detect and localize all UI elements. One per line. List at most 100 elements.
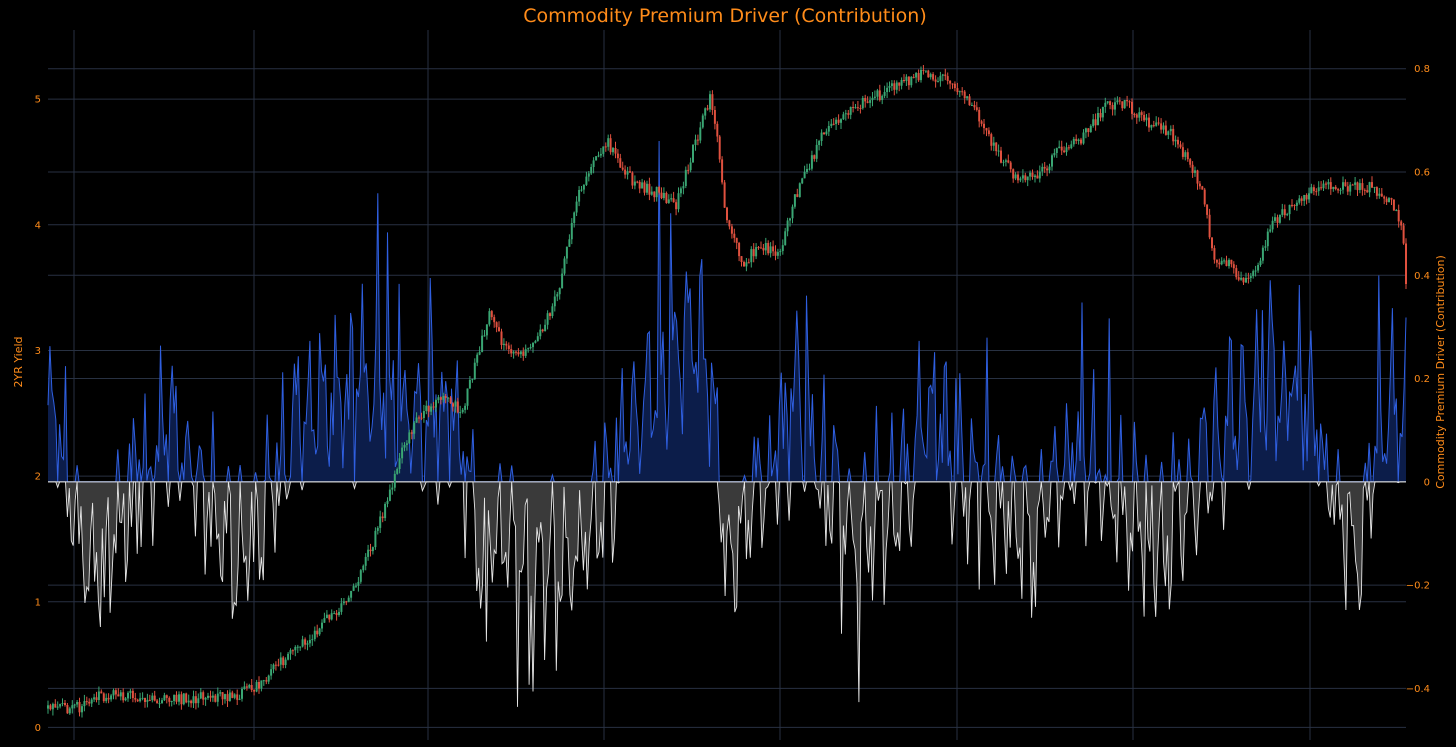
candle-body <box>1021 175 1024 179</box>
candle-body <box>316 630 319 635</box>
candle-body <box>148 699 151 701</box>
candle-body <box>810 155 813 169</box>
candle-body <box>294 647 297 651</box>
candle-body <box>454 401 457 407</box>
candle-body <box>250 685 253 690</box>
candle-body <box>173 694 176 701</box>
candle-body <box>190 700 193 704</box>
candle-body <box>498 327 500 332</box>
candle-body <box>267 675 270 682</box>
candle-body <box>97 691 100 700</box>
candle-body <box>774 251 777 256</box>
candle-body <box>376 527 379 531</box>
candle-body <box>291 650 294 652</box>
candle-body <box>495 322 498 328</box>
candle-body <box>1264 246 1267 248</box>
candle-body <box>88 701 91 704</box>
candle-body <box>1298 198 1301 203</box>
candle-body <box>1400 221 1403 226</box>
candle-body <box>85 701 88 703</box>
candle-body <box>1356 182 1359 191</box>
candle-body <box>612 148 614 153</box>
candle-body <box>1167 131 1170 135</box>
candle-body <box>393 473 396 488</box>
candle-body <box>709 94 711 110</box>
candle-body <box>219 692 222 694</box>
candle-body <box>512 351 515 354</box>
candle-body <box>975 107 978 110</box>
candle-body <box>558 288 561 295</box>
candle-body <box>168 697 171 702</box>
candle-body <box>808 168 811 170</box>
candle-body <box>561 273 564 289</box>
candle-body <box>260 680 263 689</box>
candle-body <box>102 693 105 702</box>
candle-body <box>296 646 299 648</box>
candle-body <box>1220 260 1223 265</box>
candle-body <box>507 345 510 350</box>
candle-body <box>1385 198 1388 203</box>
candle-body <box>105 697 108 702</box>
candle-body <box>922 70 925 71</box>
candle-body <box>107 697 110 700</box>
candle-body <box>388 489 391 501</box>
candle-body <box>961 91 964 93</box>
candle-body <box>633 181 636 186</box>
candle-body <box>1082 132 1085 144</box>
candle-body <box>789 218 791 221</box>
candle-body <box>391 487 394 490</box>
candle-body <box>721 159 724 183</box>
candle-body <box>127 692 129 699</box>
candle-body <box>939 75 942 82</box>
candle-body <box>165 695 168 698</box>
candle-body <box>136 699 139 702</box>
candle-body <box>629 171 631 173</box>
candle-body <box>946 76 949 81</box>
candle-body <box>321 622 323 629</box>
candle-body <box>745 262 748 267</box>
candle-body <box>1291 204 1293 206</box>
candle-body <box>1228 259 1230 267</box>
candle-body <box>83 701 86 707</box>
candle-body <box>1184 152 1187 157</box>
candle-body <box>517 352 520 355</box>
candle-body <box>835 119 838 124</box>
candle-body <box>995 142 998 152</box>
candle-body <box>910 76 913 86</box>
candle-body <box>364 556 367 566</box>
candle-body <box>345 601 348 603</box>
candle-body <box>452 403 454 407</box>
candle-body <box>1286 214 1289 216</box>
candle-body <box>524 349 527 356</box>
candle-body <box>779 251 782 253</box>
candle-body <box>1157 122 1160 124</box>
candle-body <box>636 181 639 183</box>
candle-body <box>1375 187 1378 196</box>
y-left-tick-label: 1 <box>35 597 41 608</box>
candle-body <box>61 703 64 704</box>
candle-body <box>723 182 726 208</box>
candle-body <box>624 169 627 175</box>
candle-body <box>430 406 433 412</box>
candle-body <box>170 701 173 702</box>
candle-body <box>534 341 537 343</box>
candle-body <box>1257 265 1260 271</box>
candle-body <box>1036 175 1039 179</box>
candle-body <box>158 703 161 705</box>
candle-body <box>738 242 741 257</box>
candle-body <box>527 348 530 350</box>
candle-body <box>1106 101 1109 103</box>
candle-body <box>1206 204 1209 215</box>
candle-body <box>973 105 976 108</box>
candle-body <box>653 191 656 198</box>
candle-body <box>592 160 595 167</box>
candle-body <box>284 659 287 665</box>
candle-body <box>529 347 532 349</box>
candle-body <box>1194 170 1196 173</box>
candle-body <box>1344 182 1347 187</box>
candle-body <box>272 664 275 670</box>
candle-body <box>1363 189 1366 191</box>
candle-body <box>352 586 355 591</box>
candle-body <box>1196 170 1199 184</box>
